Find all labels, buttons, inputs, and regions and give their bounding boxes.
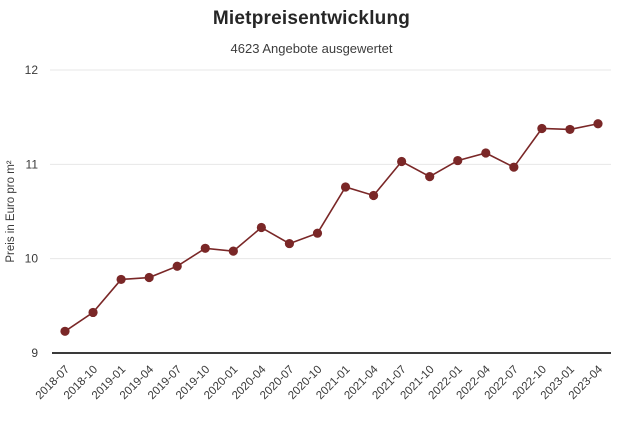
data-point — [537, 123, 547, 134]
data-point — [200, 243, 210, 253]
data-point — [144, 272, 154, 283]
data-point — [425, 171, 435, 182]
data-line — [64, 122, 599, 332]
y-tick-label: 11 — [26, 157, 39, 171]
data-point — [312, 228, 323, 238]
data-point — [397, 156, 407, 167]
data-point — [340, 182, 351, 192]
data-point — [172, 261, 182, 271]
data-point — [509, 162, 519, 172]
data-point — [88, 307, 98, 318]
chart-subtitle: 4623 Angebote ausgewertet — [230, 41, 393, 56]
y-tick-label: 12 — [25, 63, 39, 77]
data-point — [453, 155, 463, 166]
data-point — [593, 119, 603, 129]
data-point — [228, 246, 238, 256]
data-point — [116, 274, 126, 285]
data-point — [565, 124, 575, 135]
data-point — [368, 190, 379, 201]
data-point — [284, 238, 295, 249]
y-axis-title: Preis in Euro pro m² — [5, 160, 17, 262]
data-point — [60, 326, 70, 336]
data-point — [256, 222, 266, 233]
chart-title: Mietpreisentwicklung — [212, 8, 411, 29]
data-point — [481, 148, 491, 158]
y-tick-label: 10 — [25, 252, 39, 266]
y-tick-label: 9 — [31, 346, 38, 360]
